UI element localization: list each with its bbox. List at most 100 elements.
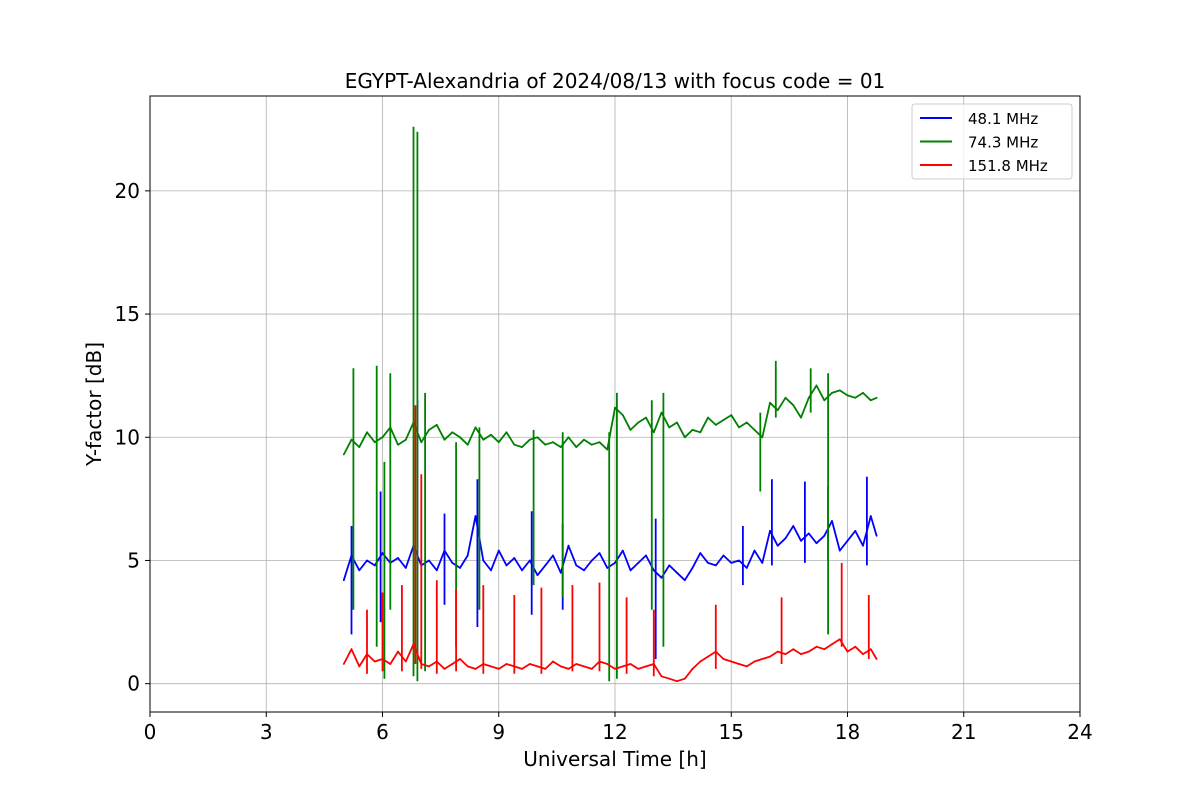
- data-point-48-1-mhz: [846, 539, 849, 542]
- data-point-151-8-mhz: [497, 668, 500, 670]
- data-point-151-8-mhz: [792, 648, 795, 651]
- data-point-151-8-mhz: [614, 668, 616, 670]
- data-point-74-3-mhz: [714, 424, 717, 426]
- x-tick-label: 6: [376, 720, 389, 744]
- data-point-74-3-mhz: [838, 389, 841, 392]
- data-point-74-3-mhz: [660, 411, 663, 414]
- data-point-74-3-mhz: [490, 433, 492, 436]
- data-point-48-1-mhz: [621, 549, 624, 552]
- data-point-74-3-mhz: [745, 421, 748, 424]
- data-point-48-1-mhz: [676, 571, 678, 574]
- data-point-151-8-mhz: [373, 660, 376, 663]
- data-point-48-1-mhz: [707, 562, 709, 564]
- y-tick-label: 10: [115, 425, 140, 449]
- data-point-48-1-mhz: [451, 562, 454, 564]
- data-point-74-3-mhz: [769, 401, 771, 404]
- data-point-151-8-mhz: [776, 650, 779, 653]
- data-point-151-8-mhz: [474, 668, 477, 670]
- data-point-151-8-mhz: [637, 668, 640, 670]
- data-point-74-3-mhz: [683, 436, 686, 439]
- data-point-48-1-mhz: [366, 559, 368, 562]
- data-point-74-3-mhz: [800, 416, 802, 419]
- data-point-48-1-mhz: [435, 569, 438, 572]
- data-point-48-1-mhz: [552, 554, 554, 557]
- series-151-8-mhz: [342, 405, 878, 683]
- data-point-48-1-mhz: [645, 554, 647, 557]
- data-point-151-8-mhz: [466, 665, 469, 668]
- data-point-74-3-mhz: [606, 448, 609, 451]
- data-point-74-3-mhz: [676, 421, 678, 424]
- x-tick-label: 0: [144, 720, 157, 744]
- data-point-74-3-mhz: [707, 416, 709, 419]
- data-point-74-3-mhz: [807, 396, 810, 399]
- data-point-48-1-mhz: [831, 520, 833, 522]
- data-point-74-3-mhz: [869, 399, 872, 402]
- data-point-74-3-mhz: [792, 404, 795, 407]
- data-point-74-3-mhz: [521, 446, 523, 448]
- data-point-151-8-mhz: [875, 658, 878, 660]
- data-point-151-8-mhz: [823, 648, 826, 651]
- data-point-74-3-mhz: [459, 436, 461, 439]
- data-point-48-1-mhz: [807, 532, 810, 535]
- data-point-48-1-mhz: [474, 515, 477, 517]
- data-point-74-3-mhz: [722, 419, 725, 421]
- data-point-74-3-mhz: [668, 426, 671, 429]
- data-point-151-8-mhz: [815, 645, 818, 648]
- data-point-151-8-mhz: [358, 665, 361, 668]
- series-line-74-3-mhz: [343, 384, 877, 455]
- data-point-151-8-mhz: [397, 650, 399, 653]
- data-point-48-1-mhz: [590, 559, 593, 562]
- data-point-151-8-mhz: [745, 665, 748, 668]
- data-point-74-3-mhz: [691, 429, 694, 431]
- data-point-48-1-mhz: [459, 567, 461, 569]
- data-point-74-3-mhz: [567, 436, 570, 439]
- chart-title: EGYPT-Alexandria of 2024/08/13 with focu…: [345, 69, 886, 93]
- series-line-151-8-mhz: [343, 638, 878, 683]
- data-point-48-1-mhz: [722, 554, 725, 557]
- data-point-74-3-mhz: [443, 438, 446, 441]
- data-point-48-1-mhz: [528, 559, 531, 562]
- data-point-48-1-mhz: [575, 564, 578, 567]
- data-point-74-3-mhz: [815, 384, 818, 387]
- data-point-74-3-mhz: [482, 438, 485, 441]
- x-tick-label: 18: [835, 720, 860, 744]
- data-point-74-3-mhz: [350, 438, 353, 441]
- data-point-151-8-mhz: [738, 663, 740, 665]
- data-point-74-3-mhz: [536, 436, 539, 439]
- data-point-74-3-mhz: [575, 446, 578, 448]
- data-point-74-3-mhz: [466, 443, 469, 446]
- data-point-74-3-mhz: [738, 426, 740, 429]
- data-point-48-1-mhz: [691, 567, 694, 569]
- data-point-151-8-mhz: [490, 665, 492, 668]
- x-tick-label: 9: [492, 720, 505, 744]
- data-point-74-3-mhz: [730, 414, 733, 416]
- data-point-151-8-mhz: [350, 648, 353, 651]
- data-point-48-1-mhz: [513, 557, 516, 559]
- data-point-74-3-mhz: [544, 443, 547, 446]
- data-point-48-1-mhz: [730, 562, 733, 564]
- data-point-151-8-mhz: [552, 660, 554, 663]
- data-point-48-1-mhz: [381, 552, 384, 554]
- x-tick-label: 12: [602, 720, 627, 744]
- data-point-48-1-mhz: [823, 534, 826, 537]
- legend-entry: 48.1 MHz: [968, 110, 1038, 128]
- data-point-74-3-mhz: [776, 409, 779, 412]
- data-point-48-1-mhz: [505, 564, 508, 567]
- data-point-151-8-mhz: [807, 650, 810, 653]
- data-point-48-1-mhz: [482, 559, 485, 562]
- y-axis-label: Y-factor [dB]: [82, 342, 106, 467]
- data-point-151-8-mhz: [606, 663, 609, 665]
- data-point-74-3-mhz: [637, 421, 640, 424]
- data-point-151-8-mhz: [629, 663, 632, 665]
- data-point-151-8-mhz: [590, 668, 593, 670]
- data-point-151-8-mhz: [846, 650, 849, 653]
- data-point-48-1-mhz: [521, 569, 523, 572]
- data-point-151-8-mhz: [800, 653, 802, 655]
- data-point-74-3-mhz: [854, 396, 857, 399]
- x-tick-label: 24: [1067, 720, 1092, 744]
- legend-entry: 151.8 MHz: [968, 157, 1048, 175]
- data-point-151-8-mhz: [761, 658, 764, 660]
- x-axis-ticks: 0 3 6 9 12 15 18 21 24: [144, 712, 1093, 744]
- data-point-151-8-mhz: [528, 663, 531, 665]
